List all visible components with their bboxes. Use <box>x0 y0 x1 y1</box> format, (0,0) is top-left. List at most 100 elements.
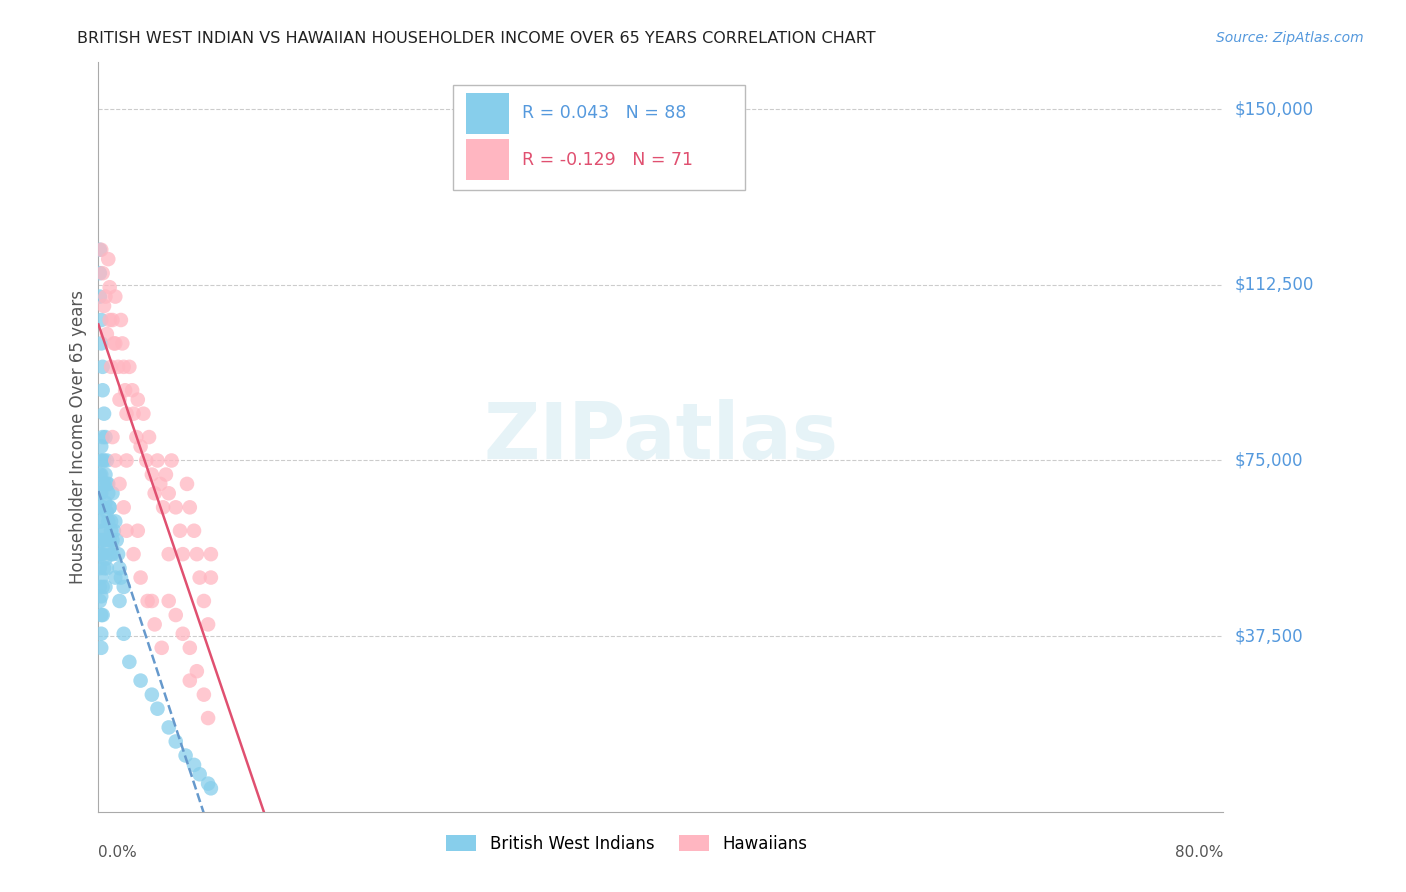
Point <box>110 571 132 585</box>
Point <box>90 608 112 623</box>
Point <box>127 392 149 407</box>
Point <box>91 266 114 280</box>
Point <box>104 453 127 467</box>
Point <box>200 781 222 796</box>
Point <box>193 594 215 608</box>
Point <box>91 453 114 467</box>
Point <box>91 476 114 491</box>
Point <box>89 547 111 561</box>
Point <box>165 500 187 515</box>
Point <box>90 547 112 561</box>
Point <box>115 453 138 467</box>
Point <box>94 551 117 566</box>
Point <box>141 467 163 482</box>
Point <box>89 486 111 500</box>
Point <box>115 407 138 421</box>
Point <box>93 407 115 421</box>
Text: Source: ZipAtlas.com: Source: ZipAtlas.com <box>1216 31 1364 45</box>
Point <box>118 655 141 669</box>
Text: $37,500: $37,500 <box>1234 627 1303 645</box>
Point <box>110 313 132 327</box>
Point <box>188 767 211 781</box>
Text: $75,000: $75,000 <box>1234 451 1303 469</box>
Point <box>93 476 115 491</box>
Point <box>91 500 114 515</box>
Point <box>122 407 145 421</box>
Point <box>165 608 187 623</box>
Point <box>112 580 135 594</box>
Point <box>136 594 159 608</box>
Point <box>108 476 131 491</box>
Point <box>121 384 143 398</box>
Point <box>100 547 122 561</box>
Point <box>90 440 112 453</box>
Point <box>100 514 122 528</box>
Point <box>94 430 117 444</box>
Point <box>91 524 114 538</box>
Text: 0.0%: 0.0% <box>98 845 138 860</box>
Point <box>90 533 112 547</box>
Point <box>141 688 163 702</box>
Point <box>89 594 111 608</box>
Point <box>122 547 145 561</box>
Point <box>174 748 197 763</box>
Point <box>91 430 114 444</box>
Point <box>146 453 169 467</box>
Point <box>188 571 211 585</box>
Point <box>91 547 114 561</box>
Point <box>90 467 112 482</box>
Point <box>146 701 169 715</box>
Y-axis label: Householder Income Over 65 years: Householder Income Over 65 years <box>69 290 87 584</box>
Point <box>104 289 127 303</box>
Text: 80.0%: 80.0% <box>1175 845 1223 860</box>
Point <box>90 500 112 515</box>
Point <box>96 533 118 547</box>
Point <box>101 430 124 444</box>
Point <box>143 617 166 632</box>
Point <box>111 336 134 351</box>
Point <box>132 407 155 421</box>
Point <box>91 359 114 374</box>
Point <box>90 313 112 327</box>
Point <box>89 561 111 575</box>
Point <box>90 626 112 640</box>
Point <box>98 280 121 294</box>
Text: $112,500: $112,500 <box>1234 276 1313 293</box>
Point <box>91 384 114 398</box>
Point <box>179 640 201 655</box>
Point <box>129 571 152 585</box>
Point <box>89 243 111 257</box>
Point <box>165 734 187 748</box>
Point <box>200 547 222 561</box>
Point <box>89 514 111 528</box>
Text: R = -0.129   N = 71: R = -0.129 N = 71 <box>523 151 693 169</box>
Point <box>104 571 127 585</box>
Point <box>149 476 172 491</box>
Point <box>89 289 111 303</box>
Point <box>104 514 127 528</box>
Point <box>108 561 131 575</box>
Point <box>186 664 208 679</box>
Point <box>90 243 112 257</box>
Point <box>143 486 166 500</box>
Point <box>89 453 111 467</box>
Point <box>96 505 118 519</box>
Point <box>108 392 131 407</box>
Point <box>100 359 122 374</box>
Point <box>89 266 111 280</box>
Point <box>169 524 191 538</box>
Point <box>157 594 180 608</box>
Point <box>97 252 120 266</box>
Point <box>98 313 121 327</box>
Point <box>94 496 117 510</box>
Text: R = 0.043   N = 88: R = 0.043 N = 88 <box>523 104 688 122</box>
Point <box>96 561 118 575</box>
Point <box>94 580 117 594</box>
Point <box>197 711 219 725</box>
FancyBboxPatch shape <box>467 139 509 180</box>
Point <box>103 524 125 538</box>
Point <box>101 313 124 327</box>
Point <box>98 500 121 515</box>
Point <box>129 673 152 688</box>
Text: $150,000: $150,000 <box>1234 100 1313 119</box>
